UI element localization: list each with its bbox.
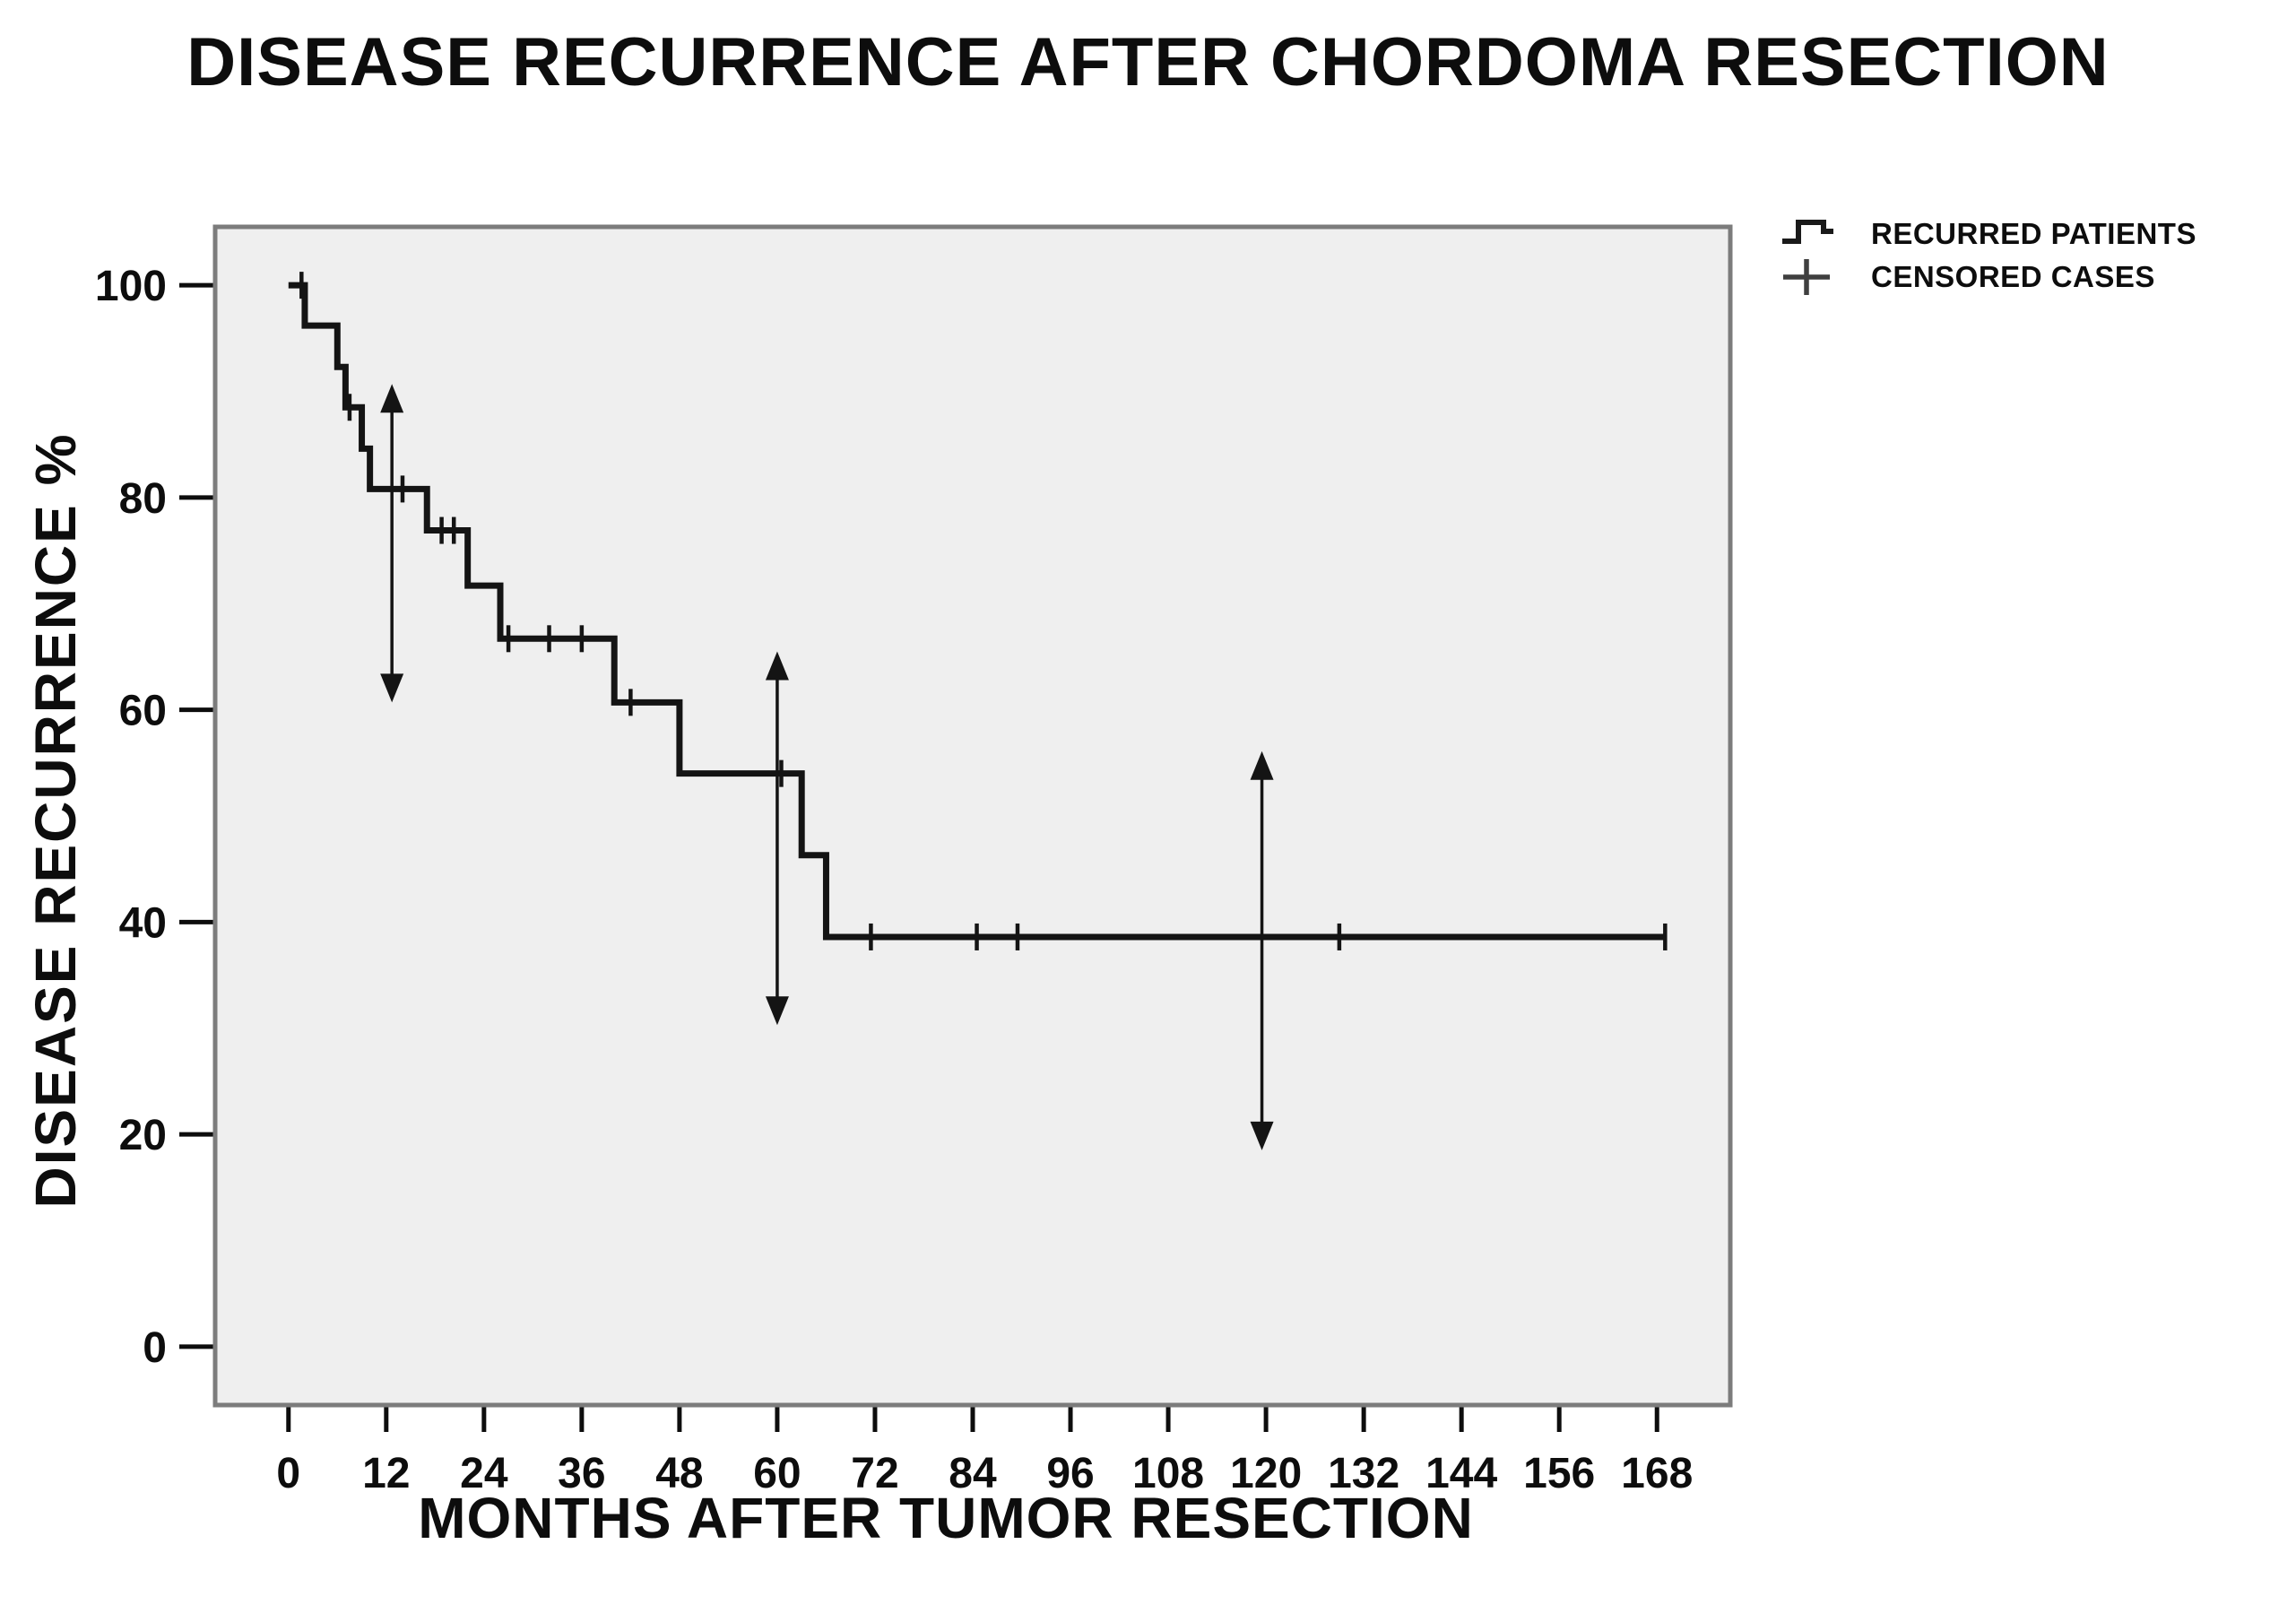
y-tick-label: 100 xyxy=(95,263,167,310)
ci-arrow-head-up xyxy=(1250,750,1274,780)
chart-title: DISEASE RECURRENCE AFTER CHORDOMA RESECT… xyxy=(186,24,2110,100)
ci-arrow-head-up xyxy=(765,651,789,681)
x-tick-label: 60 xyxy=(753,1450,801,1497)
plot-frame xyxy=(212,224,1733,1408)
x-tick-label: 0 xyxy=(276,1450,300,1497)
x-tick-label: 156 xyxy=(1523,1450,1595,1497)
y-tick-label: 0 xyxy=(143,1324,167,1372)
x-tick-label: 72 xyxy=(851,1450,898,1497)
ci-arrow-head-up xyxy=(380,384,404,413)
x-tick-label: 12 xyxy=(362,1450,410,1497)
plus-icon xyxy=(1783,259,1830,295)
step-curve-icon xyxy=(1782,220,1833,244)
y-tick-label: 20 xyxy=(119,1112,167,1159)
y-tick-label: 80 xyxy=(119,475,167,523)
ci-arrow-head-down xyxy=(765,996,789,1026)
y-tick-label: 60 xyxy=(119,688,167,735)
x-tick-label: 120 xyxy=(1230,1450,1302,1497)
legend-item-censored: CENSORED CASES xyxy=(1780,256,2196,298)
y-axis-title: DISEASE RECURRENCE % xyxy=(23,432,88,1209)
x-tick-label: 168 xyxy=(1621,1450,1693,1497)
plot-area: 0 12 24 36 48 60 72 84 96 108 120 132 144 156 168 100 80… xyxy=(95,224,1733,1497)
km-plot-svg: 0 12 24 36 48 60 72 84 96 108 120 132 144 156 168 100 80… xyxy=(95,224,1733,1497)
x-tick-label: 132 xyxy=(1328,1450,1399,1497)
legend-item-recurred: RECURRED PATIENTS xyxy=(1780,213,2196,255)
x-tick-label: 84 xyxy=(949,1450,997,1497)
legend-label-recurred: RECURRED PATIENTS xyxy=(1871,217,2196,250)
x-tick-label: 96 xyxy=(1046,1450,1094,1497)
x-tick-label: 24 xyxy=(460,1450,508,1497)
ci-arrow-head-down xyxy=(1250,1121,1274,1150)
plot-background xyxy=(215,227,1730,1405)
x-axis-title: MONTHS AFTER TUMOR RESECTION xyxy=(418,1486,1474,1550)
legend: RECURRED PATIENTS CENSORED CASES xyxy=(1780,213,2196,298)
legend-label-censored: CENSORED CASES xyxy=(1871,260,2155,293)
x-tick-label: 48 xyxy=(655,1450,703,1497)
y-tick-label: 40 xyxy=(119,899,167,947)
x-tick-label: 36 xyxy=(558,1450,605,1497)
ci-arrow-head-down xyxy=(380,673,404,703)
x-tick-label: 144 xyxy=(1425,1450,1497,1497)
x-tick-label: 108 xyxy=(1132,1450,1204,1497)
